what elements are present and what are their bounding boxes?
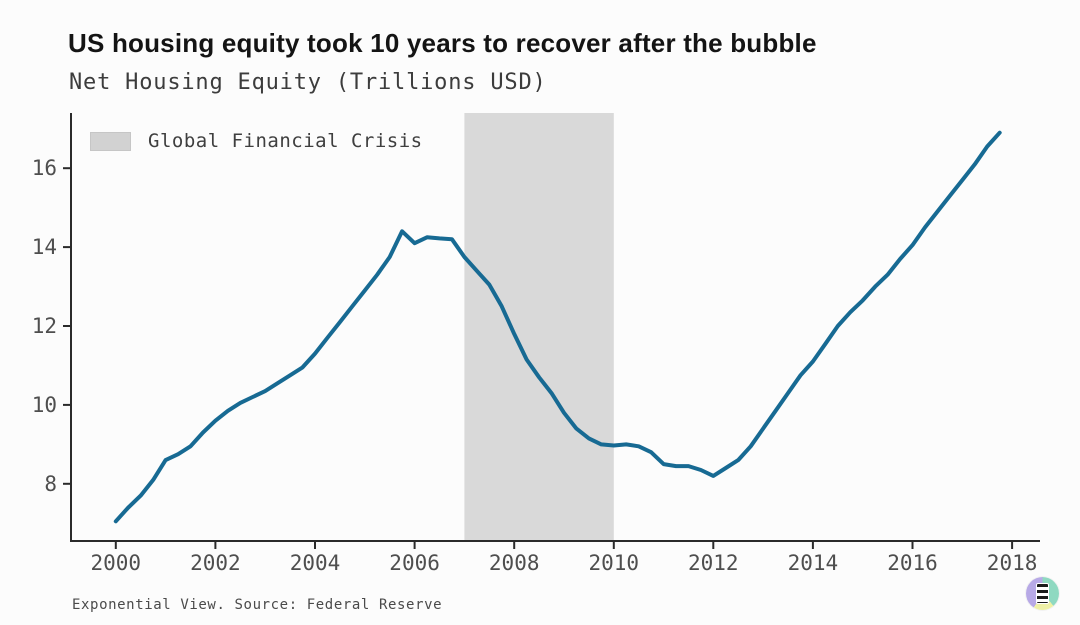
legend-swatch-gfc (90, 131, 131, 151)
x-tick-label: 2016 (887, 551, 938, 575)
x-tick-label: 2006 (389, 551, 440, 575)
page-title: US housing equity took 10 years to recov… (68, 28, 817, 58)
logo-stack-glyph (1036, 583, 1049, 604)
gfc-band (464, 113, 614, 541)
x-tick-label: 2010 (589, 551, 640, 575)
x-tick-label: 2008 (489, 551, 540, 575)
source-attribution: Exponential View. Source: Federal Reserv… (72, 597, 443, 613)
y-tick-label: 16 (32, 156, 57, 180)
x-tick-label: 2000 (91, 551, 142, 575)
x-tick-label: 2004 (290, 551, 341, 575)
y-tick-label: 10 (32, 393, 57, 417)
chart-subtitle: Net Housing Equity (Trillions USD) (69, 70, 547, 95)
y-tick-label: 14 (32, 235, 57, 259)
x-tick-label: 2012 (688, 551, 739, 575)
legend: Global Financial Crisis (90, 130, 423, 152)
x-tick-label: 2014 (788, 551, 839, 575)
x-tick-label: 2018 (987, 551, 1038, 575)
legend-label: Global Financial Crisis (148, 130, 423, 152)
exponential-view-logo-icon (1026, 577, 1059, 610)
equity-line (113, 130, 1002, 524)
x-tick-label: 2002 (190, 551, 241, 575)
y-tick-label: 12 (32, 314, 57, 338)
y-tick-label: 8 (44, 472, 57, 496)
